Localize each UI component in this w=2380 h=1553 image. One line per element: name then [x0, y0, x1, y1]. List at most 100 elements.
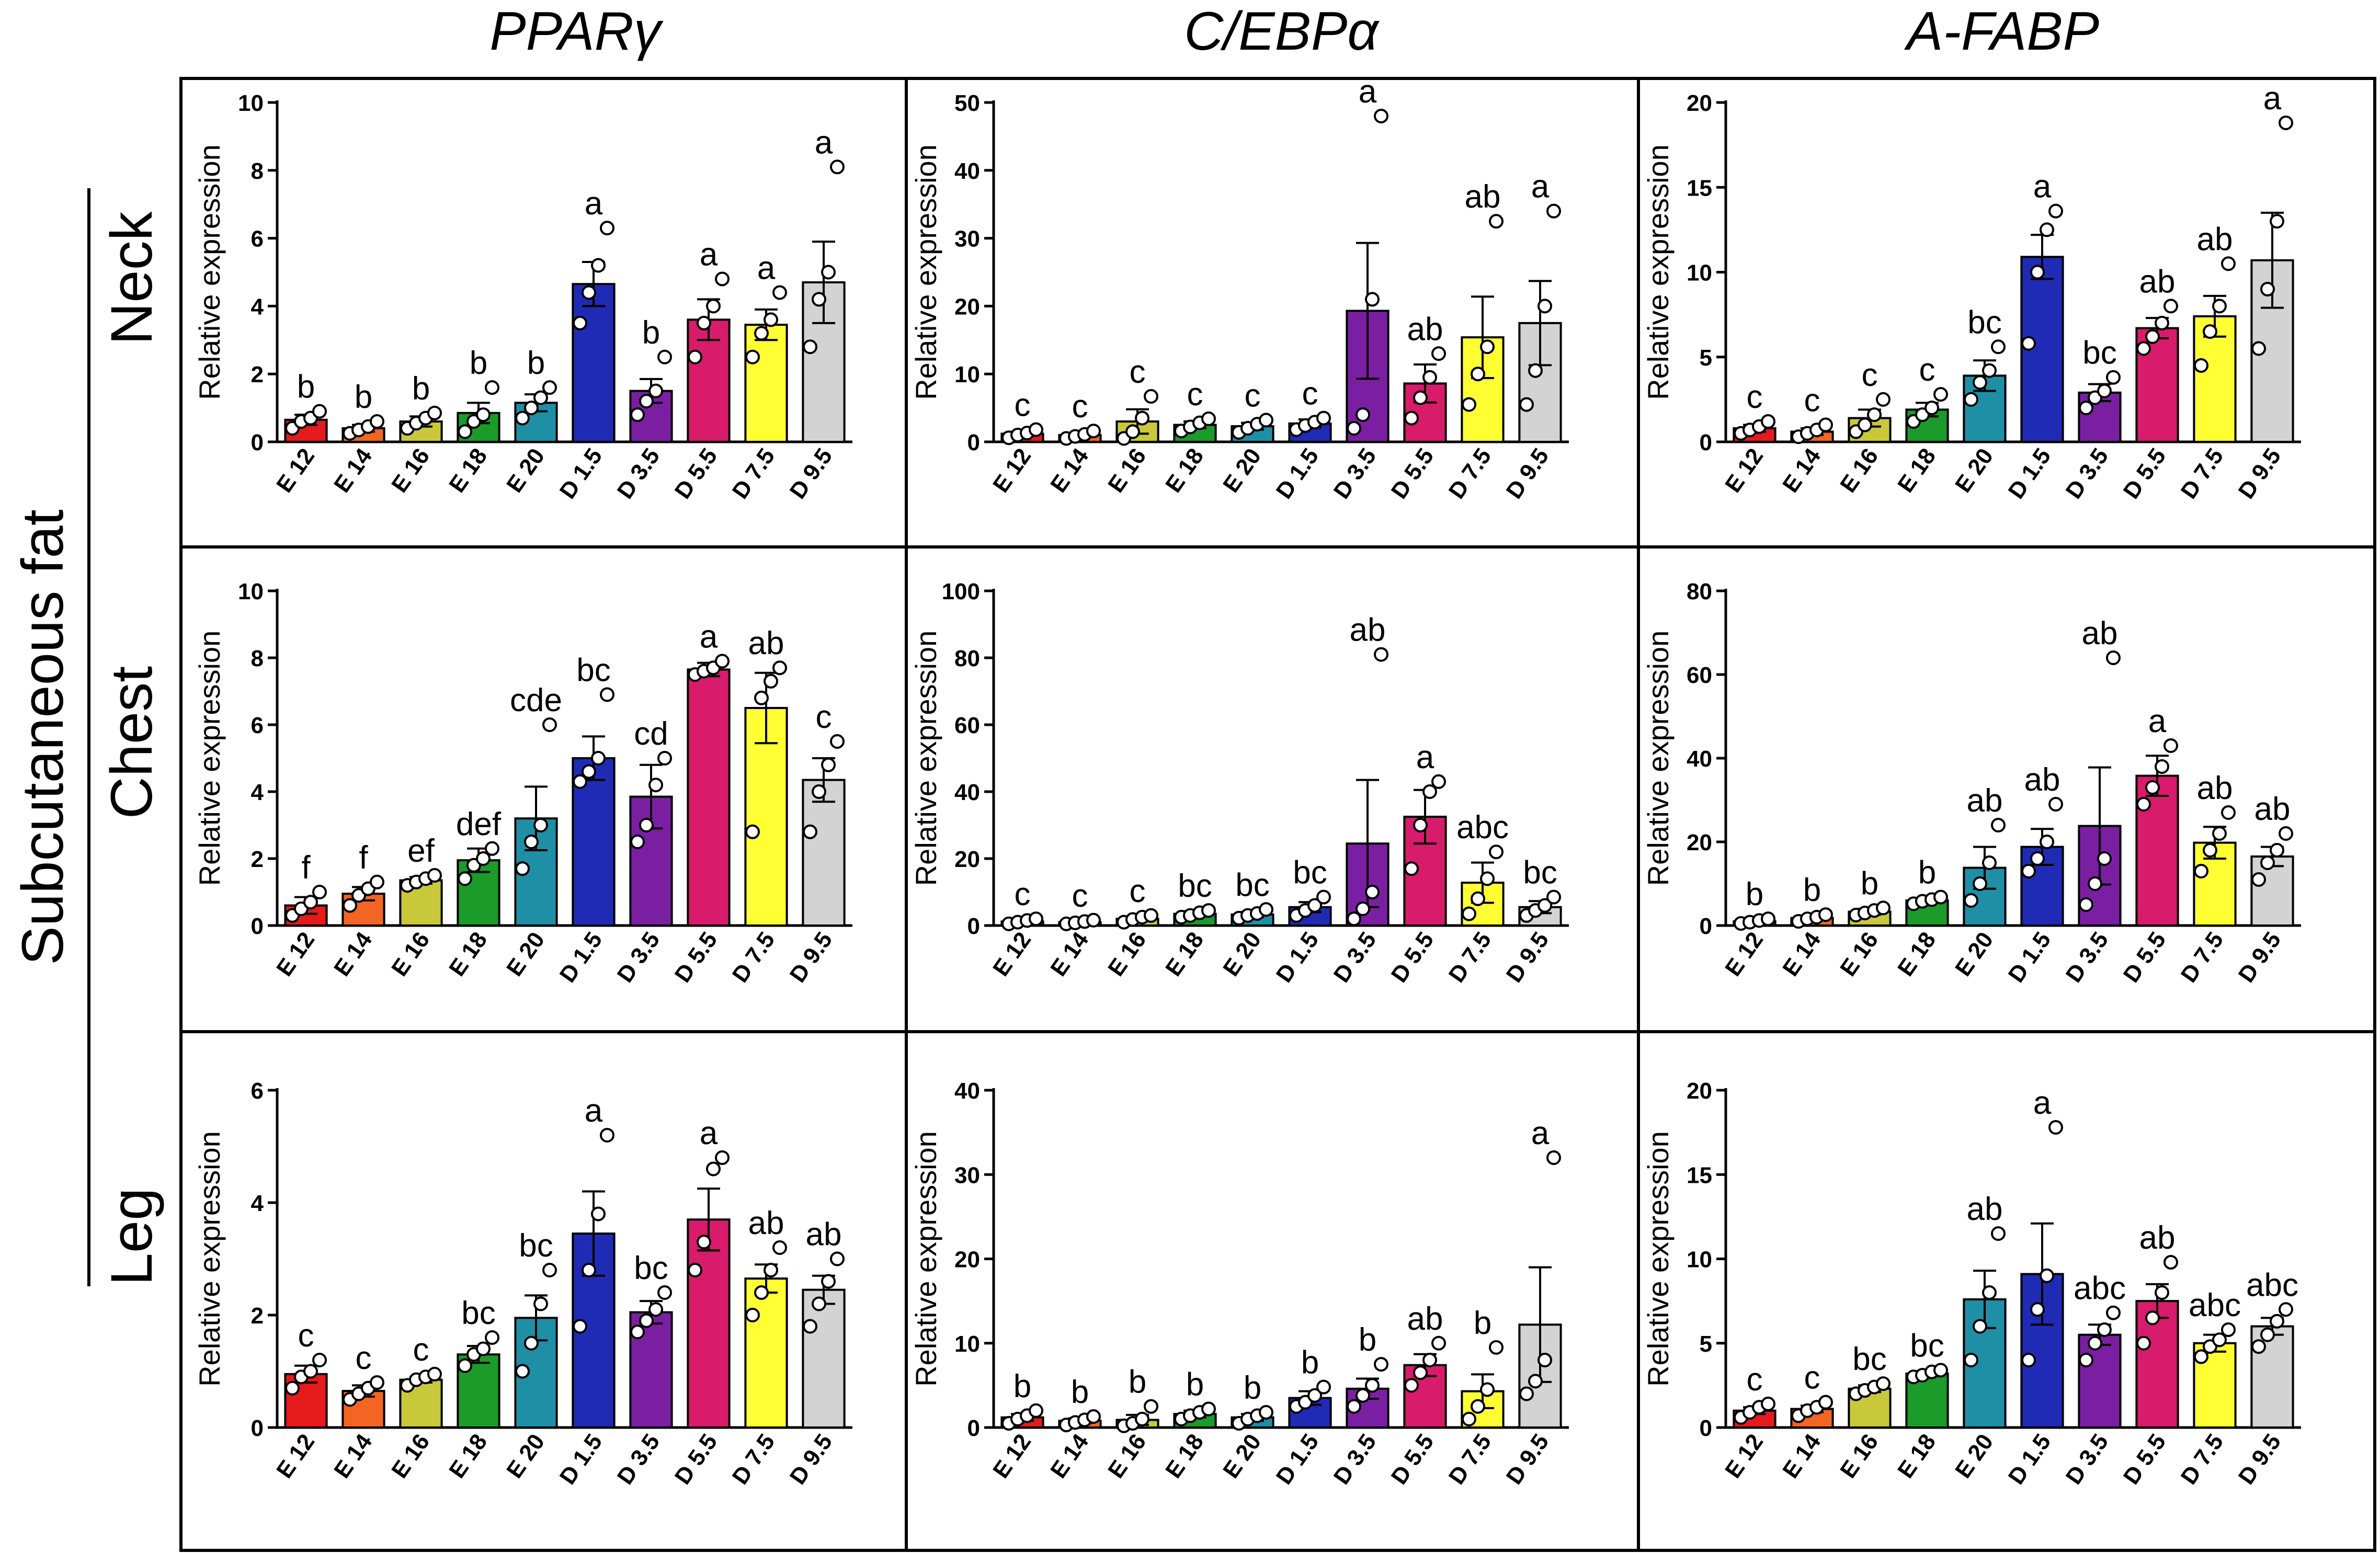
significance-letter: c [298, 1318, 314, 1354]
data-point [1982, 363, 1997, 378]
x-tick-label: E 14 [1045, 1429, 1094, 1483]
data-point [812, 784, 826, 799]
x-tick-label: E 20 [502, 1430, 550, 1483]
data-point [812, 1296, 826, 1311]
significance-letter: b [1014, 1368, 1031, 1404]
data-point [2155, 315, 2169, 330]
x-tick-label: D 1.5 [1271, 928, 1324, 987]
data-point [2260, 1327, 2275, 1342]
significance-letter: b [1359, 1322, 1376, 1358]
x-tick-label: D 9.5 [785, 444, 837, 504]
significance-letter: a [1531, 1115, 1550, 1151]
y-tick-label: 8 [251, 646, 264, 671]
significance-letter: bc [1967, 304, 2001, 340]
bar [687, 1218, 731, 1429]
data-point [1356, 901, 1370, 916]
data-point [2048, 203, 2063, 219]
x-tick-label: E 14 [1778, 443, 1826, 497]
data-point [2260, 855, 2275, 870]
significance-letter: c [1747, 379, 1763, 415]
significance-letter: a [2033, 169, 2052, 205]
data-point [1404, 410, 1419, 426]
significance-letter: ab [806, 1217, 842, 1253]
data-point [1029, 1403, 1043, 1418]
x-tick-label: E 14 [1045, 927, 1094, 981]
data-point [524, 835, 539, 849]
x-tick-label: D 9.5 [785, 1430, 837, 1489]
data-point [1413, 818, 1428, 832]
data-point [830, 159, 845, 175]
data-point [458, 1358, 472, 1373]
data-point [2030, 265, 2045, 280]
data-point [2203, 843, 2217, 858]
data-point [639, 394, 654, 409]
chart-neck-1: 0 10 20 30 40 50 Relative expression c E 12 c E 14… [909, 74, 1569, 504]
y-tick-label: 0 [251, 913, 264, 939]
data-point [1316, 1379, 1331, 1395]
data-point [573, 315, 587, 330]
data-point [515, 861, 530, 876]
data-point [370, 1375, 384, 1390]
data-point [2221, 805, 2236, 820]
data-point [1201, 411, 1216, 426]
y-tick-label: 6 [251, 713, 264, 738]
data-point [524, 1335, 539, 1351]
data-point [1546, 889, 1561, 905]
significance-letter: c [816, 699, 832, 735]
data-point [1422, 1353, 1437, 1367]
significance-letter: c [1015, 876, 1031, 912]
data-point [2079, 1353, 2093, 1367]
x-tick-label: E 16 [1103, 928, 1151, 981]
y-tick-label: 40 [954, 158, 980, 184]
data-point [476, 1341, 491, 1356]
data-point [1259, 1404, 1273, 1420]
bar [687, 318, 731, 443]
significance-letter: c [1130, 873, 1146, 909]
data-point [515, 1364, 530, 1379]
data-point [370, 874, 384, 889]
significance-letter: c [1130, 354, 1146, 390]
y-tick-label: 10 [238, 90, 264, 116]
x-tick-label: D 1.5 [555, 928, 607, 987]
data-point [2251, 341, 2266, 356]
data-point [1982, 1285, 1997, 1300]
data-point [2221, 256, 2236, 271]
data-point [285, 1380, 300, 1396]
data-point [1973, 375, 1987, 390]
x-tick-label: E 20 [1950, 928, 1998, 981]
x-tick-label: E 12 [988, 1430, 1036, 1483]
y-tick-label: 6 [251, 1078, 264, 1104]
data-point [1462, 906, 1476, 921]
data-point [303, 895, 318, 910]
data-point [821, 1274, 836, 1289]
data-point [1528, 363, 1543, 378]
x-tick-label: D 9.5 [1501, 928, 1554, 987]
data-point [1374, 1357, 1388, 1372]
significance-letter: c [1804, 1360, 1820, 1396]
data-point [1480, 339, 1495, 355]
data-point [582, 1263, 596, 1277]
data-point [1347, 911, 1361, 927]
data-point [2145, 780, 2160, 795]
y-tick-label: 2 [251, 1303, 264, 1329]
x-tick-label: D 7.5 [727, 928, 780, 987]
significance-letter: a [1359, 74, 1377, 110]
data-point [1761, 414, 1775, 429]
data-point [1933, 387, 1948, 402]
data-point [706, 1161, 721, 1177]
x-tick-label: E 18 [1893, 1430, 1941, 1483]
data-point [745, 1308, 760, 1322]
x-tick-label: D 7.5 [2176, 444, 2228, 504]
x-tick-label: D 1.5 [1271, 1430, 1324, 1489]
data-point [542, 717, 557, 732]
data-point [343, 898, 357, 913]
data-point [1818, 417, 1833, 432]
significance-letter: b [642, 315, 660, 351]
significance-letter: b [1746, 876, 1763, 912]
data-point [2079, 897, 2093, 912]
significance-letter: b [355, 379, 372, 415]
significance-letter: f [359, 840, 368, 876]
data-point [2040, 1268, 2054, 1283]
x-tick-label: E 12 [271, 928, 320, 981]
